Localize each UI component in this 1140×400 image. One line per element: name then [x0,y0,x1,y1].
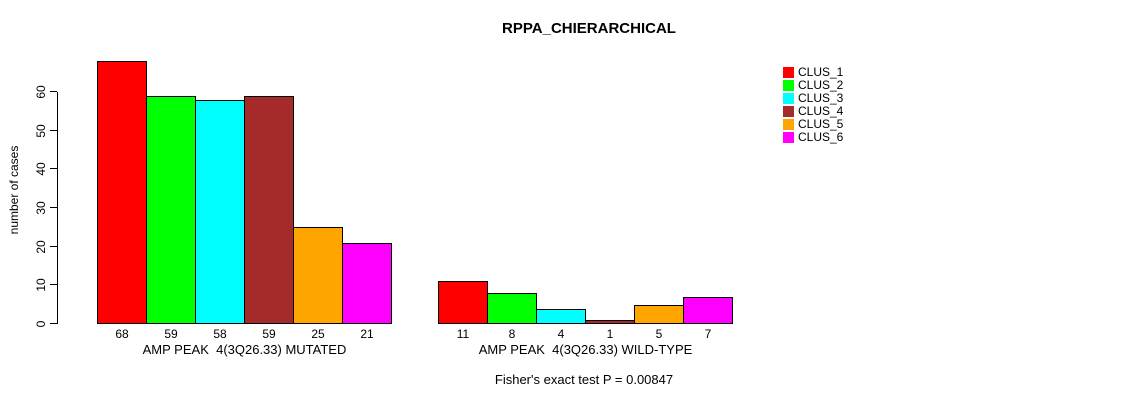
bar [195,100,245,324]
bar-value-label: 58 [213,327,227,341]
stat-annotation: Fisher's exact test P = 0.00847 [494,372,674,387]
legend-label: CLUS_5 [798,117,844,131]
bar [487,293,537,324]
legend-label: CLUS_4 [798,104,844,118]
y-tick-label: 40 [34,162,48,176]
legend-label: CLUS_6 [798,130,844,144]
bar-value-label: 1 [606,327,614,341]
bar-value-label: 59 [164,327,178,341]
legend-swatch [783,119,794,130]
y-axis-line [57,92,58,324]
legend-swatch [783,106,794,117]
y-tick [50,323,57,324]
y-tick-label: 30 [34,201,48,215]
bar [342,243,392,324]
bar-value-label: 5 [655,327,663,341]
bar-value-label: 4 [557,327,565,341]
legend-label: CLUS_1 [798,65,844,79]
legend-item: CLUS_6 [783,131,843,144]
legend-label: CLUS_3 [798,91,844,105]
bar [97,61,147,324]
y-tick [50,91,57,92]
legend-item: CLUS_1 [783,66,843,79]
bar-value-label: 59 [262,327,276,341]
y-axis-label: number of cases [7,145,21,235]
x-group-label: AMP PEAK 4(3Q26.33) MUTATED [142,342,347,357]
legend-item: CLUS_4 [783,105,843,118]
y-tick [50,130,57,131]
bar-value-label: 7 [704,327,712,341]
bar [438,281,488,324]
y-tick-label: 60 [34,85,48,99]
bar [634,305,684,324]
legend-item: CLUS_2 [783,79,843,92]
legend-swatch [783,132,794,143]
bar-value-label: 8 [508,327,516,341]
bar-value-label: 68 [115,327,129,341]
x-group-label: AMP PEAK 4(3Q26.33) WILD-TYPE [478,342,693,357]
bar [244,96,294,324]
y-tick [50,284,57,285]
bar [585,320,635,324]
legend-label: CLUS_2 [798,78,844,92]
bar [536,309,586,324]
chart-title: RPPA_CHIERARCHICAL [502,20,676,37]
y-tick-label: 10 [34,278,48,292]
bar [146,96,196,324]
y-tick-label: 0 [34,320,48,328]
y-tick [50,168,57,169]
legend-swatch [783,67,794,78]
bar-value-label: 11 [456,327,470,341]
bar-value-label: 21 [360,327,374,341]
legend-item: CLUS_3 [783,92,843,105]
y-tick-label: 20 [34,240,48,254]
bar-value-label: 25 [311,327,325,341]
y-tick-label: 50 [34,124,48,138]
bar [683,297,733,324]
bar [293,227,343,324]
legend-item: CLUS_5 [783,118,843,131]
legend-swatch [783,93,794,104]
y-tick [50,207,57,208]
legend-swatch [783,80,794,91]
legend: CLUS_1 CLUS_2 CLUS_3 CLUS_4 CLUS_5 CLUS_6 [783,66,843,144]
y-tick [50,246,57,247]
